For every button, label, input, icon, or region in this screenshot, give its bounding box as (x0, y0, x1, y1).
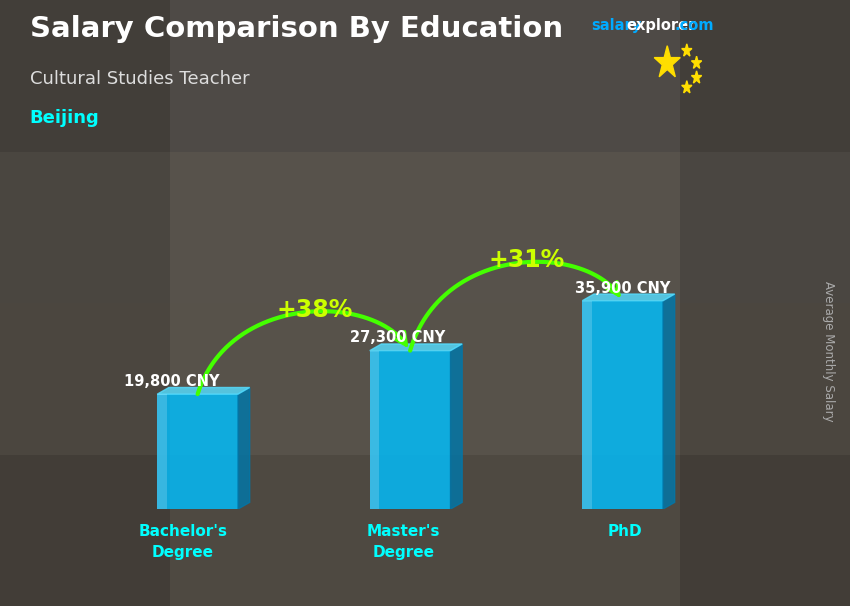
Bar (425, 152, 680, 303)
Text: explorer: explorer (626, 18, 696, 33)
Bar (425, 0, 680, 152)
Polygon shape (663, 294, 675, 509)
Text: 19,800 CNY: 19,800 CNY (124, 374, 220, 389)
Bar (582, 301, 592, 509)
Polygon shape (157, 387, 250, 394)
Bar (170, 152, 425, 303)
Bar (0, 454, 170, 606)
Polygon shape (691, 71, 702, 83)
Bar (582, 301, 663, 509)
Text: Salary Comparison By Education: Salary Comparison By Education (30, 15, 563, 43)
Text: Bachelor's
Degree: Bachelor's Degree (139, 524, 227, 560)
Polygon shape (654, 45, 680, 77)
Bar (370, 351, 379, 509)
Bar (0, 303, 170, 454)
Polygon shape (682, 81, 692, 93)
Bar (157, 394, 167, 509)
Polygon shape (682, 44, 692, 56)
Bar (425, 303, 680, 454)
Bar (157, 394, 238, 509)
Text: Cultural Studies Teacher: Cultural Studies Teacher (30, 70, 249, 88)
Text: PhD: PhD (608, 524, 642, 539)
Text: salary: salary (591, 18, 641, 33)
Bar (680, 303, 850, 454)
Bar (170, 303, 425, 454)
Bar (170, 454, 425, 606)
Bar (0, 152, 170, 303)
Bar (370, 351, 450, 509)
Polygon shape (238, 387, 250, 509)
Text: .com: .com (674, 18, 713, 33)
Text: Average Monthly Salary: Average Monthly Salary (822, 281, 836, 422)
Text: 35,900 CNY: 35,900 CNY (575, 281, 671, 296)
Bar (170, 0, 425, 152)
Text: 27,300 CNY: 27,300 CNY (349, 330, 445, 345)
Text: +38%: +38% (276, 298, 353, 322)
Bar (425, 454, 680, 606)
Bar (680, 0, 850, 152)
Text: Master's
Degree: Master's Degree (367, 524, 440, 560)
Bar (680, 454, 850, 606)
Polygon shape (370, 344, 462, 351)
Polygon shape (450, 344, 462, 509)
Bar (680, 152, 850, 303)
Text: Beijing: Beijing (30, 109, 99, 127)
Polygon shape (582, 294, 675, 301)
Text: +31%: +31% (489, 248, 565, 272)
Polygon shape (691, 56, 702, 68)
Bar (0, 0, 170, 152)
